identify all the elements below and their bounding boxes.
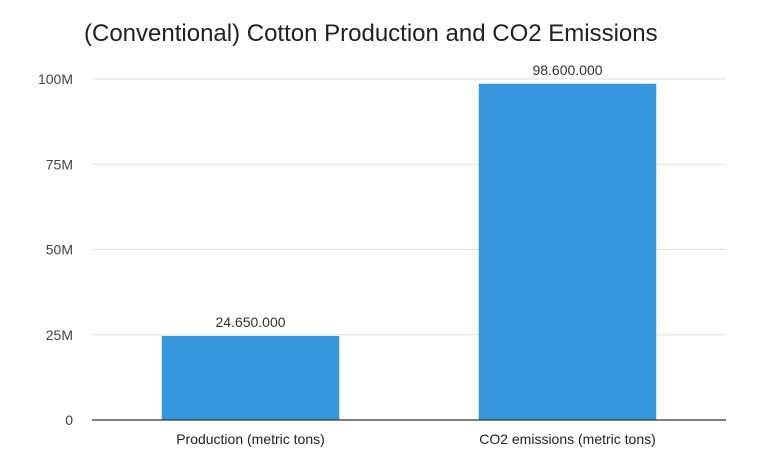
bar [161,335,340,420]
bar [478,83,657,421]
y-tick-label: 0 [65,412,73,428]
data-label: 24.650.000 [215,314,285,330]
x-tick-label: CO2 emissions (metric tons) [479,431,656,447]
x-tick-label: Production (metric tons) [176,431,325,447]
y-tick-label: 75M [46,156,73,172]
y-tick-label: 100M [38,71,73,87]
chart-title: (Conventional) Cotton Production and CO2… [84,20,658,47]
y-tick-label: 50M [46,242,73,258]
y-tick-label: 25M [46,327,73,343]
data-label: 98.600.000 [532,62,602,78]
